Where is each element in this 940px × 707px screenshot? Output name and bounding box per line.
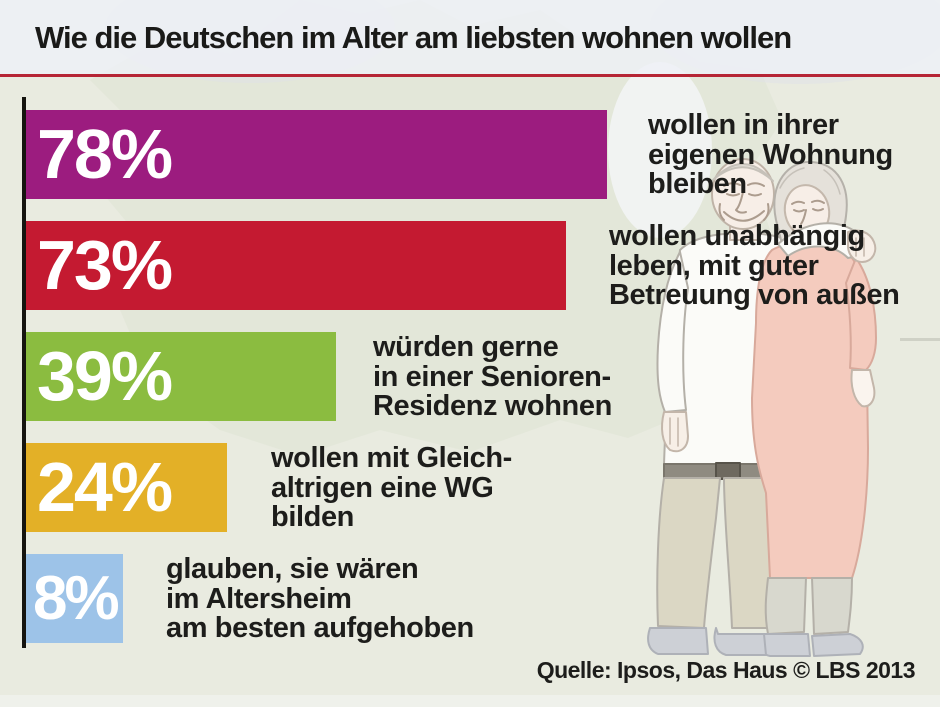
caption-line: wollen unabhängig xyxy=(609,220,865,252)
source-credit: Quelle: Ipsos, Das Haus © LBS 2013 xyxy=(536,657,916,683)
bar-73-percent: 73% xyxy=(26,221,566,310)
caption-line: wollen in ihrer xyxy=(648,109,839,141)
caption-line: Betreuung von außen xyxy=(609,279,900,311)
caption-line: eigenen Wohnung xyxy=(648,138,893,171)
bar-24-percent: 24% xyxy=(26,443,227,532)
bar-value-label: 78% xyxy=(37,115,173,193)
caption-line: bilden xyxy=(271,501,354,533)
bar-value-label: 73% xyxy=(37,226,173,304)
bar-8-percent: 8% xyxy=(26,554,123,643)
chart-axis-line xyxy=(22,97,26,648)
bar-value-label: 8% xyxy=(33,564,120,633)
bar-caption: würden gerne in einer Senioren- Residenz… xyxy=(373,331,612,422)
bar-caption: wollen unabhängig leben, mit guter Betre… xyxy=(609,220,900,311)
page-title: Wie die Deutschen im Alter am liebsten w… xyxy=(35,20,792,55)
caption-line: bleiben xyxy=(648,168,747,200)
bottom-strip xyxy=(0,695,940,707)
title-rule xyxy=(0,74,940,77)
bar-caption: wollen in ihrer eigenen Wohnung bleiben xyxy=(648,109,893,200)
caption-line: würden gerne xyxy=(373,331,559,363)
header-band xyxy=(0,0,940,74)
bar-row-wg-gleichaltrige: 24% wollen mit Gleich- altrigen eine WG … xyxy=(26,443,512,532)
bar-value-label: 39% xyxy=(37,337,173,415)
bar-caption: glauben, sie wären im Altersheim am best… xyxy=(166,553,474,644)
caption-line: am besten aufgehoben xyxy=(166,612,474,644)
caption-line: altrigen eine WG xyxy=(271,471,494,504)
caption-line: in einer Senioren- xyxy=(373,360,611,393)
caption-line: wollen mit Gleich- xyxy=(271,442,512,474)
bar-row-senioren-residenz: 39% würden gerne in einer Senioren- Resi… xyxy=(26,332,612,421)
bar-value-label: 24% xyxy=(37,448,173,526)
bar-caption: wollen mit Gleich- altrigen eine WG bild… xyxy=(271,442,512,533)
caption-line: im Altersheim xyxy=(166,582,352,615)
bar-39-percent: 39% xyxy=(26,332,336,421)
bar-row-unabhaengig-leben: 73% wollen unabhängig leben, mit guter B… xyxy=(26,221,900,310)
elderly-couple-illustration xyxy=(647,158,877,657)
caption-line: leben, mit guter xyxy=(609,249,819,282)
bar-row-eigene-wohnung: 78% wollen in ihrer eigenen Wohnung blei… xyxy=(26,110,893,199)
bar-78-percent: 78% xyxy=(26,110,607,199)
caption-line: glauben, sie wären xyxy=(166,553,419,585)
bar-row-altersheim: 8% glauben, sie wären im Altersheim am b… xyxy=(26,554,474,643)
caption-line: Residenz wohnen xyxy=(373,390,612,422)
